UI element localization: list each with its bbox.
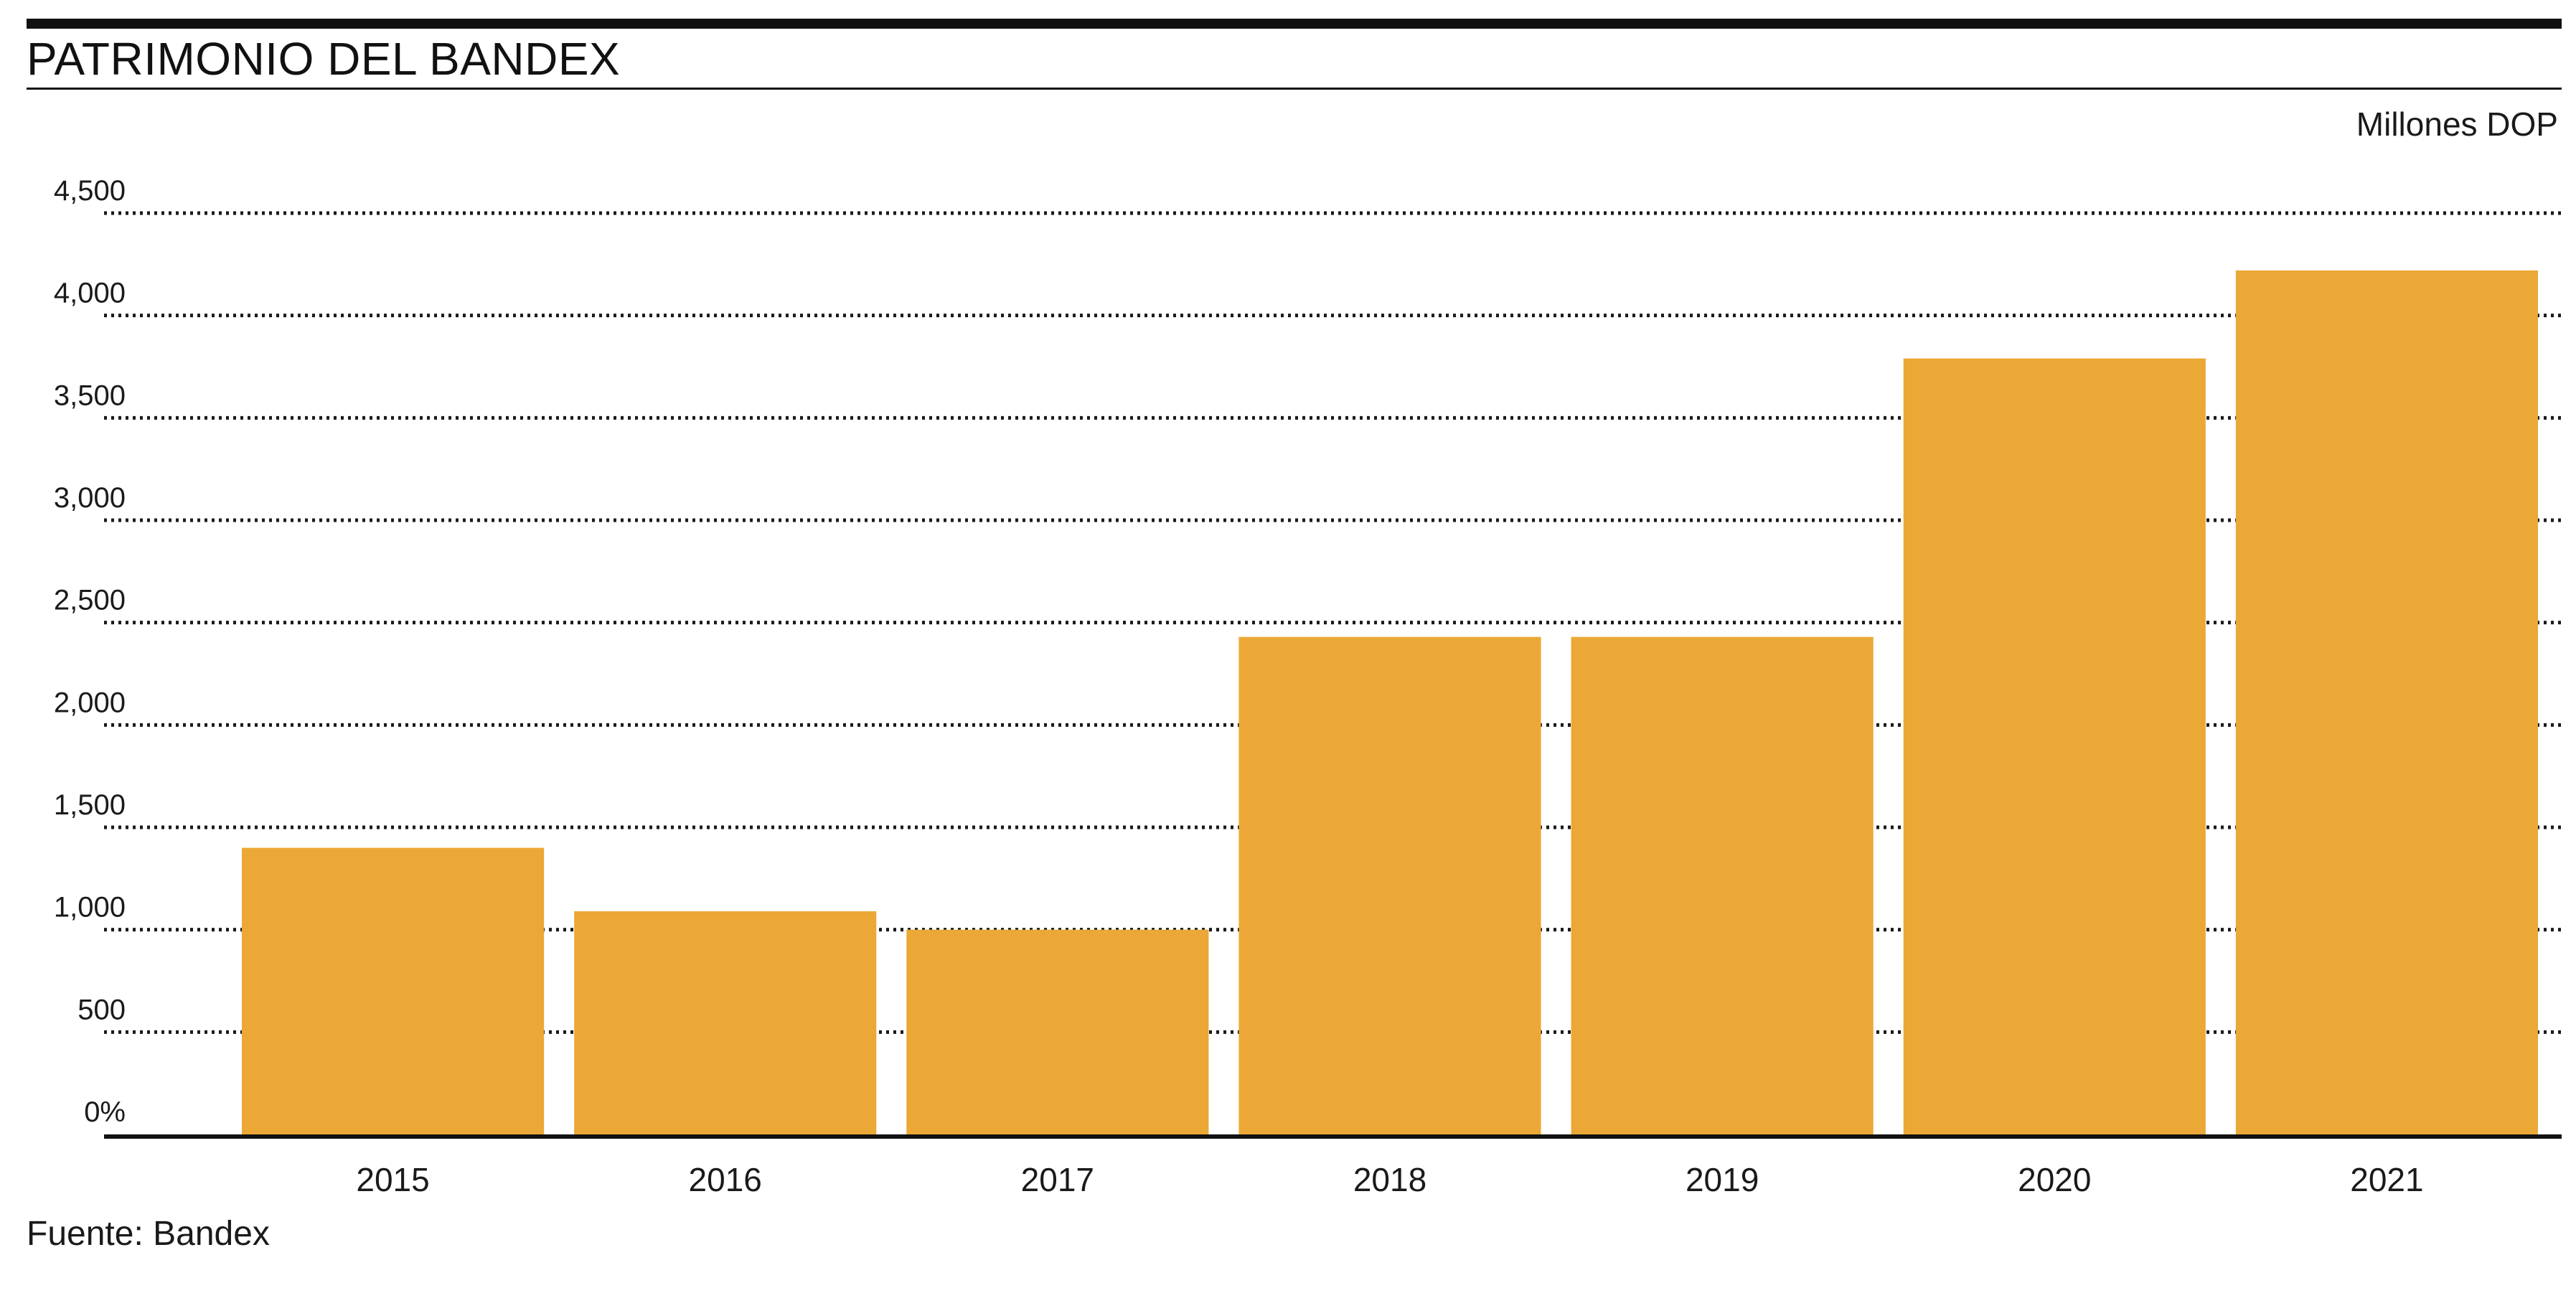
title-rule [27, 88, 2562, 90]
bar-2020 [1903, 358, 2206, 1134]
y-tick-label: 4,500 [54, 175, 126, 207]
x-axis-tick-labels: 2015 2016 2017 2018 2019 2020 2021 [356, 1161, 2423, 1198]
y-tick-label: 1,000 [54, 892, 126, 923]
y-tick-label: 2,500 [54, 585, 126, 616]
top-rule [27, 19, 2562, 29]
x-tick-label: 2021 [2350, 1161, 2423, 1198]
bar-2019 [1571, 636, 1874, 1134]
x-tick-label: 2016 [689, 1161, 762, 1198]
units-label: Millones DOP [2356, 105, 2558, 143]
y-tick-label: 0% [84, 1096, 126, 1128]
y-axis-tick-labels: 0% 500 1,000 1,500 2,000 2,500 3,000 3,500 4,000… [54, 175, 126, 1128]
x-tick-label: 2020 [2018, 1161, 2091, 1198]
bar-2018 [1238, 636, 1541, 1134]
x-tick-label: 2017 [1021, 1161, 1094, 1198]
bar-2016 [574, 911, 877, 1134]
bar-2015 [242, 847, 545, 1134]
y-tick-label: 4,000 [54, 278, 126, 309]
x-tick-label: 2015 [356, 1161, 429, 1198]
chart-title: PATRIMONIO DEL BANDEX [27, 33, 621, 85]
y-tick-label: 3,500 [54, 380, 126, 411]
source-note: Fuente: Bandex [27, 1215, 270, 1253]
bar-2017 [906, 929, 1209, 1134]
x-tick-label: 2019 [1686, 1161, 1759, 1198]
y-tick-label: 500 [77, 994, 126, 1025]
y-tick-label: 2,000 [54, 687, 126, 718]
bar-2021 [2235, 270, 2538, 1135]
y-tick-label: 3,000 [54, 482, 126, 514]
bars [242, 270, 2538, 1135]
x-tick-label: 2018 [1353, 1161, 1426, 1198]
y-tick-label: 1,500 [54, 789, 126, 821]
